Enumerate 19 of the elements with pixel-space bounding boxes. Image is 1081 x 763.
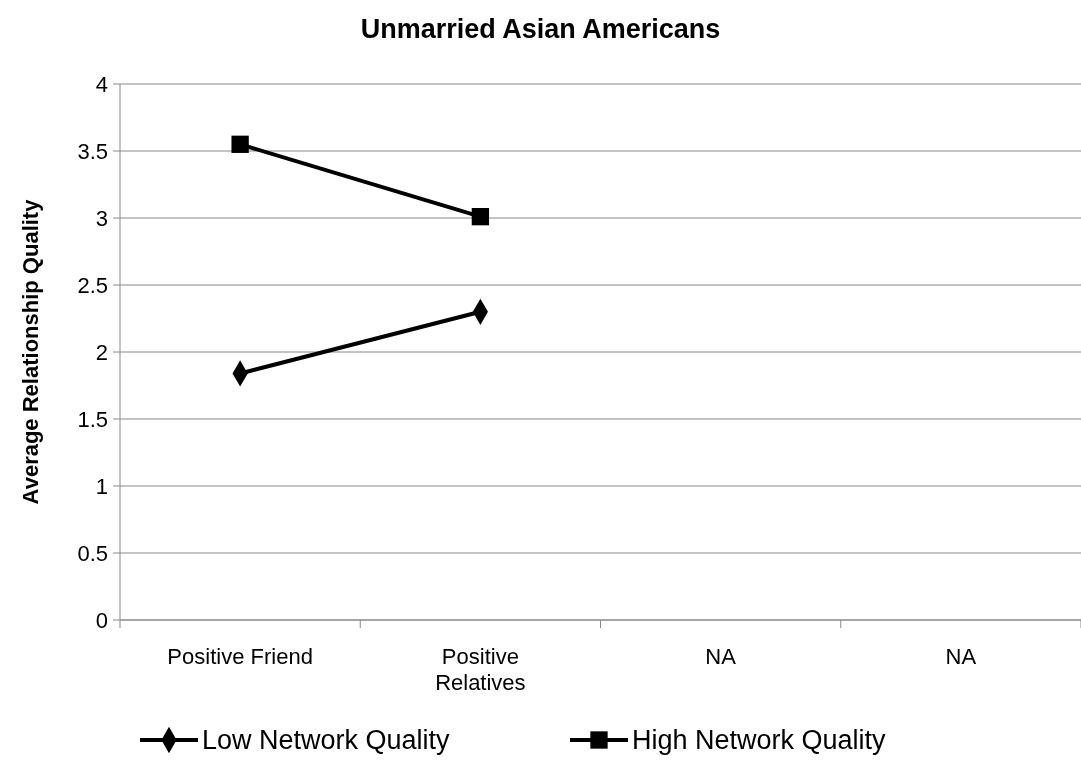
y-tick-label: 1 — [95, 473, 108, 499]
x-tick-label: NA — [945, 644, 977, 669]
chart-title: Unmarried Asian Americans — [360, 14, 721, 44]
x-tick-label: Positive Relatives — [435, 644, 526, 696]
x-tick-label: NA — [705, 644, 737, 669]
y-tick-label: 0 — [95, 607, 108, 633]
y-tick-label: 2.5 — [77, 272, 108, 298]
point — [231, 135, 249, 153]
y-tick-label: 4 — [95, 71, 108, 97]
y-tick-label: 1.5 — [77, 406, 108, 432]
y-tick-label: 3.5 — [77, 138, 108, 164]
x-tick-label: Positive Friend — [167, 644, 313, 669]
legend-label: Low Network Quality — [202, 725, 451, 756]
y-tick-label: 0.5 — [77, 540, 108, 566]
y-axis-title: Average Relationship Quality — [18, 198, 43, 505]
point — [471, 208, 490, 226]
legend-label: High Network Quality — [632, 725, 887, 756]
y-tick-label: 2 — [95, 339, 108, 365]
y-tick-label: 3 — [95, 205, 108, 231]
